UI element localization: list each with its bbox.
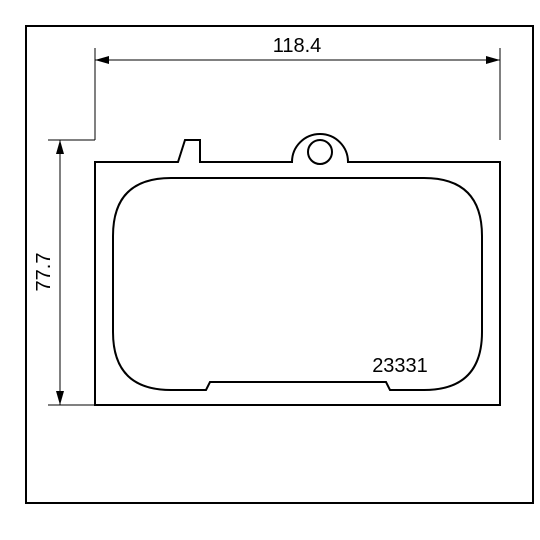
backing-plate-outline bbox=[95, 134, 500, 405]
dimension-height: 77.7 bbox=[33, 140, 95, 405]
width-dimension-label: 118.4 bbox=[273, 35, 322, 57]
height-dimension-label: 77.7 bbox=[33, 253, 55, 292]
arrow-up-icon bbox=[56, 140, 64, 154]
technical-drawing: 118.4 77.7 23331 bbox=[0, 0, 540, 540]
arrow-right-icon bbox=[486, 56, 500, 64]
arrow-left-icon bbox=[95, 56, 109, 64]
mounting-hole bbox=[308, 140, 332, 164]
brake-pad-part: 23331 bbox=[95, 134, 500, 405]
dimension-width: 118.4 bbox=[95, 35, 500, 140]
part-number-label: 23331 bbox=[372, 355, 428, 377]
arrow-down-icon bbox=[56, 391, 64, 405]
drawing-border bbox=[26, 26, 533, 503]
